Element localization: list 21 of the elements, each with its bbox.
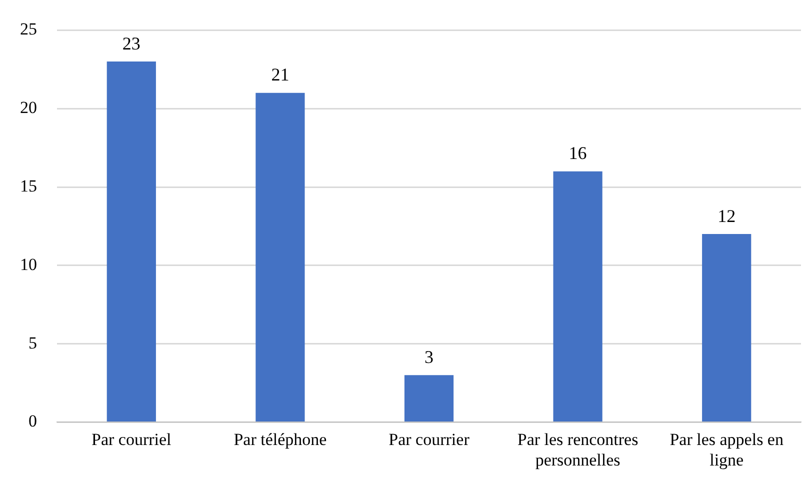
bar (256, 92, 305, 422)
bar (404, 375, 454, 422)
data-label: 21 (271, 64, 290, 85)
y-tick-label: 10 (20, 254, 37, 274)
bar (106, 62, 156, 422)
y-tick-label: 20 (20, 98, 37, 118)
x-tick-label: Par les rencontres personnelles (517, 430, 638, 470)
x-tick-label: Par courrier (388, 430, 470, 449)
y-tick-label: 15 (20, 176, 37, 196)
y-tick-label: 25 (20, 20, 37, 39)
data-label: 16 (568, 143, 587, 164)
data-label: 12 (718, 206, 736, 226)
data-label: 3 (424, 346, 434, 367)
data-label: 23 (122, 33, 140, 54)
bar (702, 234, 752, 422)
x-tick-label: Par téléphone (234, 430, 327, 449)
x-tick-label: Par les appels en ligne (670, 430, 784, 470)
bar (553, 171, 602, 422)
x-tick-label: Par courriel (92, 430, 172, 449)
y-tick-label: 5 (28, 333, 37, 352)
y-tick-label: 0 (28, 412, 37, 431)
